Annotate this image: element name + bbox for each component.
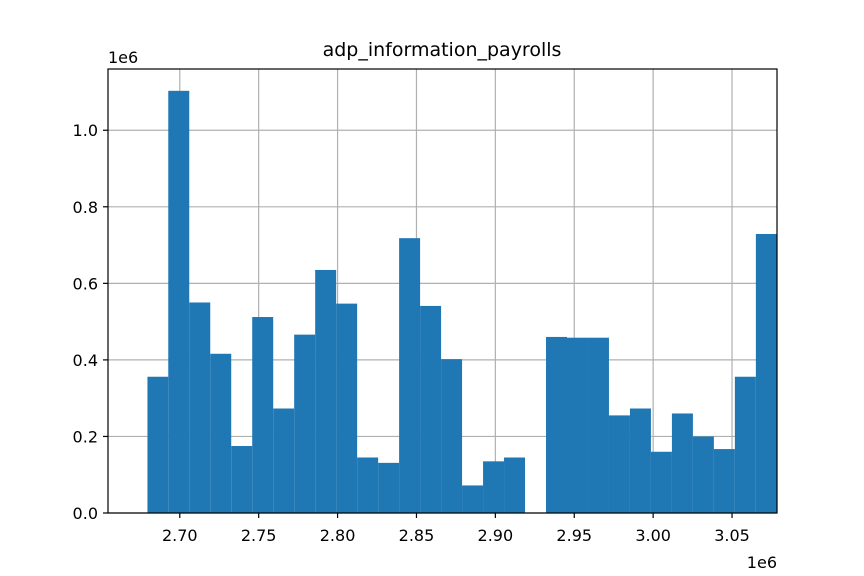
histogram-bar-9: [336, 303, 358, 513]
histogram-bar-7: [294, 334, 316, 513]
histogram-bar-25: [671, 413, 693, 513]
x-tick-label-0: 2.70: [162, 526, 198, 545]
x-tick-label-3: 2.85: [399, 526, 435, 545]
histogram-bar-21: [587, 337, 609, 513]
histogram-bar-20: [566, 337, 588, 513]
histogram-bar-4: [231, 446, 253, 513]
y-tick-labels: 0.0 0.2 0.4 0.6 0.8 1.0: [73, 121, 98, 523]
y-tick-label-2: 0.4: [73, 351, 98, 370]
y-offset-label: 1e6: [108, 48, 138, 67]
histogram-bar-29: [755, 233, 777, 513]
plot-frame: [107, 68, 778, 514]
x-offset-label: 1e6: [747, 553, 777, 572]
histogram-bar-17: [504, 457, 526, 513]
histogram-bar-5: [252, 317, 274, 513]
x-tick-label-5: 2.95: [556, 526, 592, 545]
axes: [107, 68, 778, 514]
y-tick-label-5: 1.0: [73, 121, 98, 140]
chart-title: adp_information_payrolls: [323, 39, 562, 61]
x-tick-label-7: 3.05: [714, 526, 750, 545]
histogram-bar-28: [734, 376, 756, 513]
tick-marks: [103, 129, 733, 518]
histogram-bar-6: [273, 408, 295, 513]
histogram-bar-15: [462, 485, 484, 513]
x-tick-label-1: 2.75: [241, 526, 277, 545]
x-tick-label-4: 2.90: [478, 526, 514, 545]
histogram-bar-11: [378, 462, 400, 513]
histogram-bar-13: [420, 305, 442, 513]
histogram-bar-2: [189, 302, 211, 513]
histogram-bar-1: [168, 90, 190, 514]
histogram-bar-3: [210, 353, 232, 513]
histogram-bars: [147, 90, 777, 514]
histogram-bar-26: [692, 436, 714, 513]
histogram-bar-10: [357, 457, 379, 513]
y-tick-label-3: 0.6: [73, 274, 98, 293]
y-tick-label-4: 0.8: [73, 198, 98, 217]
histogram-bar-0: [147, 376, 169, 513]
histogram-bar-16: [483, 461, 505, 513]
histogram-bar-12: [399, 238, 421, 513]
x-tick-labels: 2.70 2.75 2.80 2.85 2.90 2.95 3.00 3.05: [162, 526, 750, 545]
x-tick-label-6: 3.00: [635, 526, 671, 545]
histogram-bar-27: [713, 449, 735, 513]
y-tick-label-0: 0.0: [73, 504, 98, 523]
histogram-bar-23: [629, 408, 651, 513]
x-tick-label-2: 2.80: [320, 526, 356, 545]
histogram-bar-19: [546, 336, 567, 513]
y-tick-label-1: 0.2: [73, 427, 98, 446]
histogram-bar-24: [650, 451, 672, 513]
histogram-bar-22: [608, 415, 630, 513]
histogram-bar-8: [315, 269, 337, 513]
histogram-bar-14: [441, 359, 463, 513]
